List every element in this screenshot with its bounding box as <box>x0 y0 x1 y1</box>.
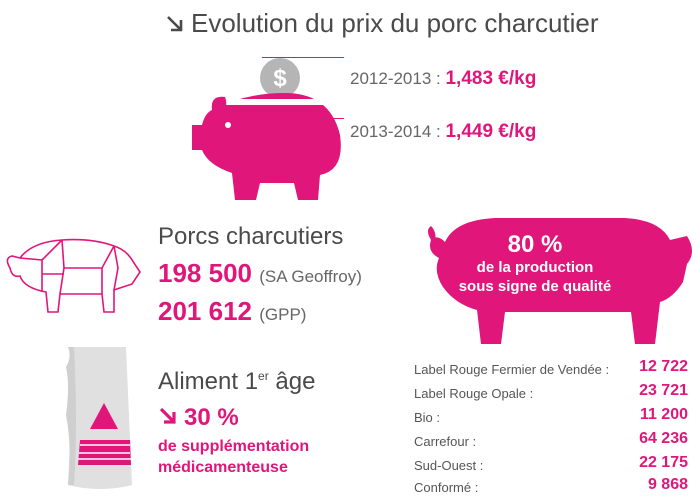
piggy-bank-icon: $ <box>192 58 341 200</box>
quality-badge: 80 % de la production sous signe de qual… <box>420 232 650 296</box>
price-line-1-connector <box>262 57 344 58</box>
price-period: 2012-2013 : <box>350 69 441 88</box>
porcs-source: (GPP) <box>259 305 307 324</box>
label-name: Label Rouge Opale : <box>414 386 534 401</box>
porcs-value: 198 500 <box>158 258 252 288</box>
quality-percent: 80 % <box>507 231 563 258</box>
page-title: Evolution du prix du porc charcutier <box>165 8 599 41</box>
label-value: 23 721 <box>639 382 688 399</box>
list-item: Conformé : 9 868 <box>414 476 688 500</box>
label-name: Label Rouge Fermier de Vendée : <box>414 362 610 377</box>
price-value: 1,449 €/kg <box>445 121 537 142</box>
aliment-percent-row: 30 % <box>158 404 239 433</box>
porcs-source: (SA Geoffroy) <box>259 267 362 286</box>
list-item: Bio : 11 200 <box>414 406 688 430</box>
label-name: Bio : <box>414 410 441 425</box>
label-name: Sud-Ouest : <box>414 458 484 473</box>
porcs-title: Porcs charcutiers <box>158 223 344 250</box>
quality-line: de la production <box>476 259 594 276</box>
coin-dollar-icon: $ <box>260 58 300 98</box>
pig-cuts-outline-icon <box>6 238 141 313</box>
feed-bag-icon <box>66 347 132 489</box>
quality-line: sous signe de qualité <box>458 278 612 295</box>
porcs-row: 198 500 (SA Geoffroy) <box>158 258 362 289</box>
price-value: 1,483 €/kg <box>445 68 537 89</box>
aliment-desc-line: médicamenteuse <box>158 459 288 476</box>
price-row: 2012-2013 : 1,483 €/kg <box>350 68 536 90</box>
label-name: Carrefour : <box>414 434 477 449</box>
arrow-down-right-icon <box>158 405 178 433</box>
aliment-desc: de supplémentation médicamenteuse <box>158 436 309 478</box>
list-item: Label Rouge Fermier de Vendée : 12 722 <box>414 358 688 382</box>
title-text: Evolution du prix du porc charcutier <box>191 8 599 38</box>
label-value: 64 236 <box>639 430 688 447</box>
aliment-desc-line: de supplémentation <box>158 438 310 455</box>
price-line-2-connector <box>262 118 344 119</box>
aliment-title-sup: er <box>258 369 269 383</box>
aliment-title-end: âge <box>268 368 316 395</box>
arrow-down-right-icon <box>165 10 187 41</box>
svg-text:$: $ <box>273 65 287 92</box>
aliment-title-text: Aliment 1 <box>158 368 259 395</box>
label-value: 12 722 <box>639 358 688 375</box>
porcs-row: 201 612 (GPP) <box>158 296 306 327</box>
list-item: Label Rouge Opale : 23 721 <box>414 382 688 406</box>
label-value: 22 175 <box>639 454 688 471</box>
price-row: 2013-2014 : 1,449 €/kg <box>350 121 536 143</box>
label-value: 11 200 <box>639 406 688 423</box>
list-item: Carrefour : 64 236 <box>414 430 688 454</box>
list-item: Sud-Ouest : 22 175 <box>414 454 688 478</box>
price-period: 2013-2014 : <box>350 122 441 141</box>
porcs-value: 201 612 <box>158 296 252 326</box>
pig-silhouette-icon <box>428 218 692 344</box>
aliment-percent: 30 % <box>184 404 239 431</box>
label-name: Conformé : <box>414 480 479 495</box>
label-value: 9 868 <box>647 476 688 493</box>
aliment-title: Aliment 1er âge <box>158 368 315 396</box>
